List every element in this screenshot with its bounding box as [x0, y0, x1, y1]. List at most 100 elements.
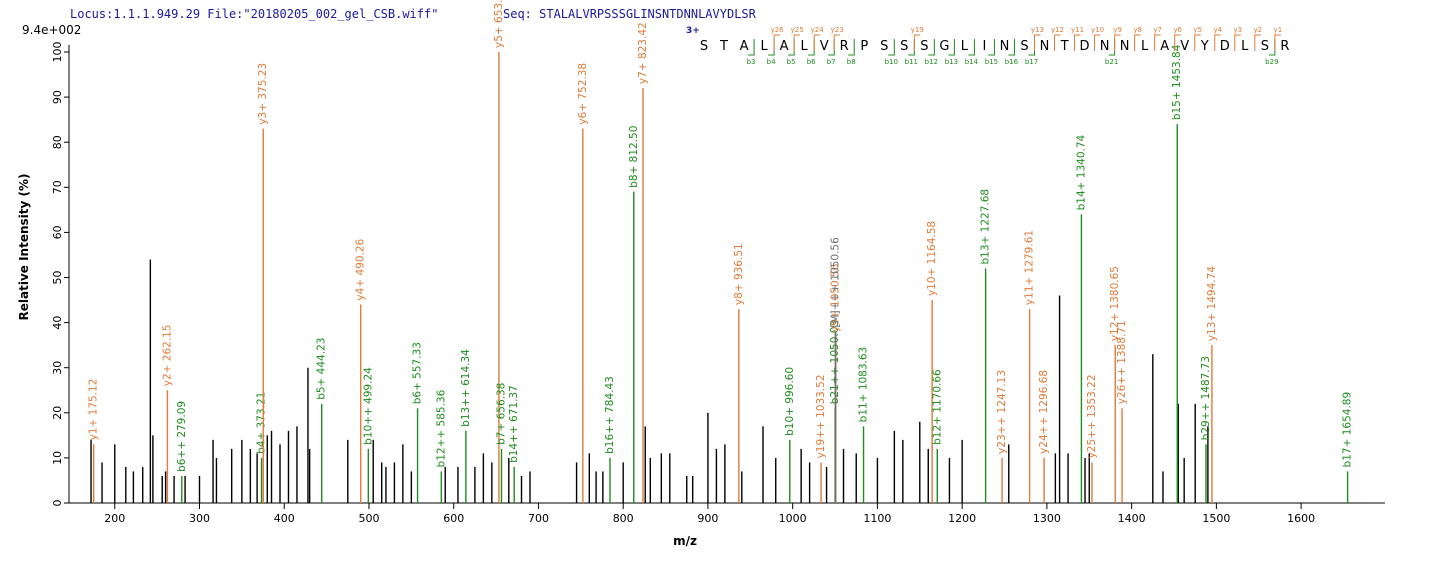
y-ion-marker	[1074, 34, 1081, 51]
residue: L	[1141, 39, 1149, 54]
x-tick-label: 1500	[1202, 512, 1230, 525]
peak-label: b5+ 444.23	[316, 338, 328, 400]
y-tick-label: 80	[51, 135, 64, 149]
x-tick-label: 500	[358, 512, 379, 525]
residue: A	[780, 39, 789, 54]
b-ion-marker	[1268, 39, 1276, 56]
b-ion-marker	[1028, 39, 1035, 56]
peak-label: y8+ 936.51	[733, 243, 745, 305]
y-ion-label: y9	[1113, 26, 1122, 34]
b-ion-label: b6	[807, 58, 816, 66]
peak-label: b12+ 1170.66	[931, 369, 943, 445]
residue: S	[1261, 39, 1269, 54]
b-ion-marker	[848, 39, 855, 56]
residue: T	[719, 39, 728, 54]
residue: D	[1080, 39, 1090, 54]
peak-label: y7+ 823.42	[637, 22, 649, 84]
y-tick-label: 40	[51, 316, 64, 330]
y-ion-marker	[913, 34, 921, 51]
peak-label: y25++ 1353.22	[1086, 374, 1098, 458]
y-ion-label: y6	[1173, 26, 1182, 34]
peak-label: y24++ 1296.68	[1038, 370, 1050, 454]
peak-label: y26++ 1388.71	[1116, 320, 1128, 404]
b-ion-marker	[748, 39, 755, 56]
y-tick-label: 50	[51, 271, 64, 285]
peak-label: b16++ 784.43	[604, 376, 616, 454]
header-seq: Seq: STALALVRPSSSGLINSNTDNNLAVYDLSR	[503, 7, 757, 21]
peak-label: b17+ 1654.89	[1342, 392, 1354, 468]
y-ion-label: y2	[1254, 26, 1263, 34]
residue: L	[801, 39, 809, 54]
peak-label: b14++ 671.37	[508, 385, 520, 463]
residue: G	[939, 39, 949, 54]
y-ion-marker	[1174, 34, 1181, 51]
peak-label: y10+ 1164.58	[926, 221, 938, 296]
peak-label: y2+ 262.15	[161, 324, 173, 386]
y-ion-marker	[1194, 34, 1201, 51]
b-ion-marker	[1108, 39, 1116, 56]
y-ion-label: y12	[1051, 26, 1064, 34]
y-tick-label: 60	[51, 225, 64, 239]
b-ion-label: b7	[827, 58, 836, 66]
b-ion-label: b3	[747, 58, 756, 66]
b-ion-marker	[948, 39, 955, 56]
residue: L	[1241, 39, 1249, 54]
residue: N	[1040, 39, 1050, 54]
x-tick-label: 800	[613, 512, 634, 525]
peak-label: y4+ 490.26	[355, 238, 367, 300]
residue: S	[1020, 39, 1028, 54]
b-ion-label: b17	[1025, 58, 1038, 66]
y-tick-label: 100	[51, 42, 64, 63]
residue: N	[1120, 39, 1130, 54]
peak-label: y5+ 653.35	[493, 0, 505, 48]
peak-label: b10++ 499.24	[362, 367, 374, 445]
peak-label: b6+ 557.33	[412, 342, 424, 404]
peak-label: [M]+++ 1050.56	[830, 237, 842, 328]
peak-label: b8+ 812.50	[628, 126, 640, 188]
peak-label: y1+ 175.12	[88, 379, 100, 441]
y-ion-label: y3	[1233, 26, 1242, 34]
y-ion-label: y19	[911, 26, 924, 34]
y-tick-label: 30	[51, 361, 64, 375]
y-ion-label: y7	[1153, 26, 1162, 34]
x-tick-label: 700	[528, 512, 549, 525]
residue: S	[920, 39, 928, 54]
b-ion-marker	[888, 39, 895, 56]
peak-label: b12++ 585.36	[435, 389, 447, 467]
b-ion-label: b29	[1265, 58, 1278, 66]
peak-label: b29++ 1487.73	[1200, 356, 1212, 440]
peak-label: b15+ 1453.84	[1171, 44, 1183, 120]
y-ion-marker	[1274, 34, 1281, 51]
y-ion-marker	[1214, 34, 1221, 51]
peak-label: y23++ 1247.13	[996, 370, 1008, 454]
y-ion-label: y26	[771, 26, 785, 34]
b-ion-marker	[788, 39, 795, 56]
x-tick-label: 300	[189, 512, 210, 525]
residue: I	[982, 39, 986, 54]
y-ion-label: y25	[791, 26, 804, 34]
residue: N	[1100, 39, 1110, 54]
residue: P	[860, 39, 868, 54]
peak-label: b14+ 1340.74	[1075, 134, 1087, 210]
y-ion-marker	[1154, 34, 1161, 51]
peak-label: b10+ 996.60	[784, 367, 796, 436]
y-ion-marker	[1134, 34, 1141, 51]
x-tick-label: 200	[104, 512, 125, 525]
y-ion-label: y24	[811, 26, 825, 34]
y-ion-marker	[773, 34, 781, 51]
y-ion-marker	[1033, 34, 1041, 51]
x-tick-label: 1100	[863, 512, 891, 525]
b-ion-marker	[928, 39, 935, 56]
b-ion-label: b15	[985, 58, 998, 66]
b-ion-label: b21	[1105, 58, 1118, 66]
peak-label: y6+ 752.38	[577, 63, 589, 125]
y-ion-label: y1	[1274, 26, 1283, 34]
peak-label: y9+ 1050.56	[830, 263, 842, 332]
residue: A	[740, 39, 749, 54]
x-tick-label: 1400	[1118, 512, 1146, 525]
residue: Y	[1200, 39, 1209, 54]
y-ion-marker	[813, 34, 821, 51]
y-ion-label: y11	[1071, 26, 1084, 34]
b-ion-marker	[828, 39, 835, 56]
